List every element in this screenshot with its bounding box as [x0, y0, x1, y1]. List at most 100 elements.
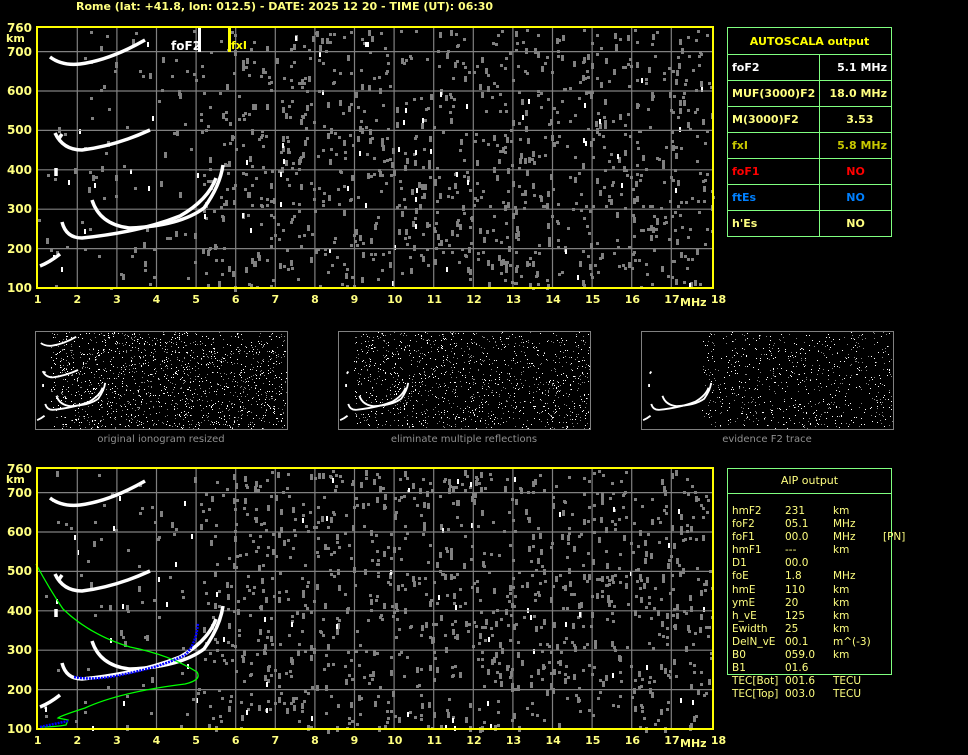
- noise-dot: [250, 48, 253, 51]
- noise-dot: [65, 424, 66, 425]
- noise-dot: [561, 100, 564, 103]
- noise-dot: [631, 267, 634, 270]
- autoscala-title: AUTOSCALA output: [727, 27, 892, 55]
- noise-dot: [521, 342, 522, 343]
- noise-dot: [355, 497, 358, 500]
- noise-dot: [548, 408, 549, 409]
- noise-dot: [55, 385, 56, 386]
- noise-dot: [188, 412, 189, 413]
- noise-dot: [608, 579, 611, 582]
- noise-dot: [142, 75, 145, 78]
- noise-dot: [475, 625, 478, 628]
- noise-dot: [377, 571, 380, 574]
- noise-dot: [202, 349, 203, 350]
- noise-dot: [245, 553, 248, 556]
- noise-dot: [658, 541, 661, 544]
- noise-dot: [496, 144, 499, 147]
- noise-dot: [146, 394, 147, 395]
- noise-dot: [468, 71, 471, 74]
- noise-dot: [539, 582, 542, 585]
- noise-dot: [329, 475, 332, 478]
- noise-dot: [515, 363, 516, 364]
- noise-dot: [205, 493, 208, 496]
- noise-dot: [641, 706, 644, 709]
- noise-dot: [400, 496, 403, 499]
- noise-dot: [551, 416, 552, 417]
- noise-dot: [555, 354, 556, 355]
- noise-dot: [467, 180, 469, 185]
- noise-dot: [414, 350, 415, 351]
- noise-dot: [509, 585, 512, 591]
- fxi-marker-line: [228, 27, 231, 52]
- noise-dot: [487, 701, 489, 706]
- noise-dot: [370, 530, 373, 536]
- noise-dot: [414, 374, 415, 375]
- noise-dot: [403, 120, 405, 125]
- noise-dot: [625, 169, 628, 172]
- noise-dot: [283, 77, 286, 80]
- noise-dot: [165, 403, 166, 404]
- noise-dot: [164, 376, 165, 377]
- noise-dot: [703, 607, 705, 612]
- noise-dot: [212, 362, 213, 363]
- noise-dot: [229, 425, 230, 426]
- noise-dot: [456, 343, 457, 344]
- noise-dot: [252, 398, 253, 399]
- noise-dot: [275, 399, 276, 400]
- noise-dot: [524, 70, 527, 73]
- noise-dot: [219, 417, 220, 418]
- noise-dot: [355, 396, 356, 397]
- noise-dot: [578, 414, 579, 415]
- noise-dot: [38, 219, 41, 222]
- noise-dot: [522, 427, 523, 428]
- noise-dot: [471, 545, 474, 548]
- noise-dot: [253, 61, 256, 64]
- noise-dot: [248, 411, 249, 412]
- noise-dot: [527, 359, 528, 360]
- noise-dot: [416, 504, 419, 507]
- noise-dot: [584, 77, 587, 80]
- noise-dot: [203, 353, 204, 354]
- noise-dot: [453, 336, 454, 337]
- noise-dot: [224, 386, 225, 387]
- noise-dot: [428, 395, 429, 396]
- noise-dot: [672, 588, 675, 591]
- noise-dot: [650, 617, 653, 620]
- noise-dot: [68, 387, 69, 388]
- noise-dot: [627, 113, 630, 116]
- noise-dot: [216, 563, 219, 566]
- noise-dot: [53, 352, 54, 353]
- noise-dot: [470, 558, 473, 561]
- noise-dot: [418, 684, 421, 687]
- noise-dot: [287, 539, 290, 542]
- noise-dot: [637, 147, 640, 150]
- noise-dot: [124, 404, 125, 405]
- noise-dot: [124, 394, 125, 395]
- noise-dot: [129, 369, 130, 370]
- noise-dot: [462, 62, 465, 65]
- noise-dot: [384, 47, 387, 50]
- noise-dot: [480, 472, 483, 478]
- noise-dot: [178, 347, 179, 348]
- noise-dot: [67, 381, 68, 382]
- noise-dot: [539, 474, 542, 477]
- noise-dot: [443, 356, 444, 357]
- noise-dot: [458, 417, 459, 418]
- noise-dot: [395, 363, 396, 364]
- noise-dot: [401, 333, 402, 334]
- noise-dot: [457, 406, 458, 407]
- noise-dot: [75, 419, 76, 420]
- noise-dot: [442, 251, 445, 254]
- noise-dot: [504, 67, 507, 70]
- noise-dot: [702, 119, 705, 125]
- noise-dot: [134, 337, 135, 338]
- noise-dot: [662, 160, 665, 166]
- noise-dot: [438, 176, 441, 179]
- noise-dot: [156, 371, 157, 372]
- noise-dot: [196, 698, 198, 703]
- noise-dot: [572, 423, 573, 424]
- noise-dot: [84, 57, 87, 60]
- noise-dot: [145, 350, 146, 351]
- noise-dot: [66, 246, 69, 249]
- noise-dot: [132, 339, 133, 340]
